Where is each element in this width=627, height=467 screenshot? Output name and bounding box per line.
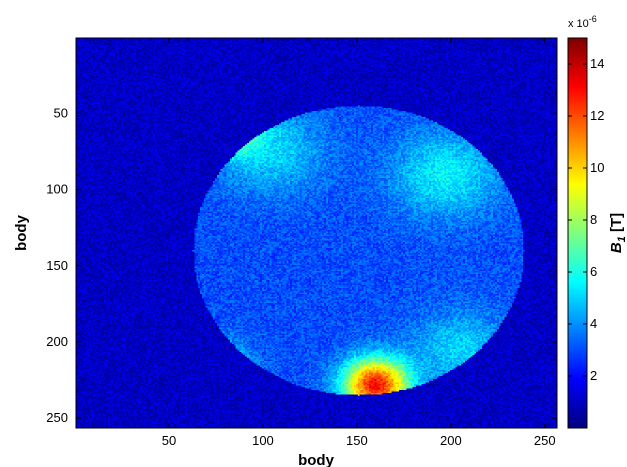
colorbar-tick-label: 8 xyxy=(590,212,597,227)
colorbar-tick-label: 6 xyxy=(590,264,597,279)
x-tick-label: 50 xyxy=(162,433,176,448)
plot-frame xyxy=(75,37,558,429)
colorbar-tick-label: 14 xyxy=(590,56,604,71)
colorbar-label-unit: [T] xyxy=(608,213,625,236)
colorbar-label: B1 [T] xyxy=(608,213,627,253)
y-tick-label: 50 xyxy=(54,105,68,120)
colorbar-label-main: B xyxy=(608,242,625,253)
y-tick-label: 150 xyxy=(46,258,68,273)
colorbar-frame xyxy=(567,37,588,429)
colorbar-tick-label: 10 xyxy=(590,160,604,175)
colorbar-label-sub: 1 xyxy=(616,236,627,242)
colorbar-exponent-power: -6 xyxy=(589,14,597,24)
x-tick-label: 150 xyxy=(346,433,368,448)
colorbar-tick-label: 12 xyxy=(590,108,604,123)
y-axis-label: body xyxy=(13,214,30,250)
x-tick-label: 100 xyxy=(252,433,274,448)
x-tick-label: 200 xyxy=(440,433,462,448)
colorbar-exponent-prefix: x 10 xyxy=(568,18,589,30)
colorbar-gradient xyxy=(568,38,587,428)
heatmap-plot-area xyxy=(75,37,558,429)
heatmap-image xyxy=(76,38,557,428)
colorbar: 2 4 6 8 10 12 14 x 10-6 B1 [T] xyxy=(567,14,627,429)
x-tick-label: 250 xyxy=(534,433,556,448)
y-tick-label: 200 xyxy=(46,334,68,349)
x-axis-ticks: 50 100 150 200 250 xyxy=(162,38,556,448)
colorbar-tick-label: 2 xyxy=(590,368,597,383)
colorbar-ticks: 2 4 6 8 10 12 14 xyxy=(568,56,604,383)
y-axis-ticks: 50 100 150 200 250 xyxy=(46,105,557,425)
colorbar-exponent: x 10-6 xyxy=(568,14,597,30)
y-tick-label: 100 xyxy=(46,182,68,197)
colorbar-tick-label: 4 xyxy=(590,316,597,331)
x-axis-label: body xyxy=(298,452,334,467)
y-tick-label: 250 xyxy=(46,410,68,425)
